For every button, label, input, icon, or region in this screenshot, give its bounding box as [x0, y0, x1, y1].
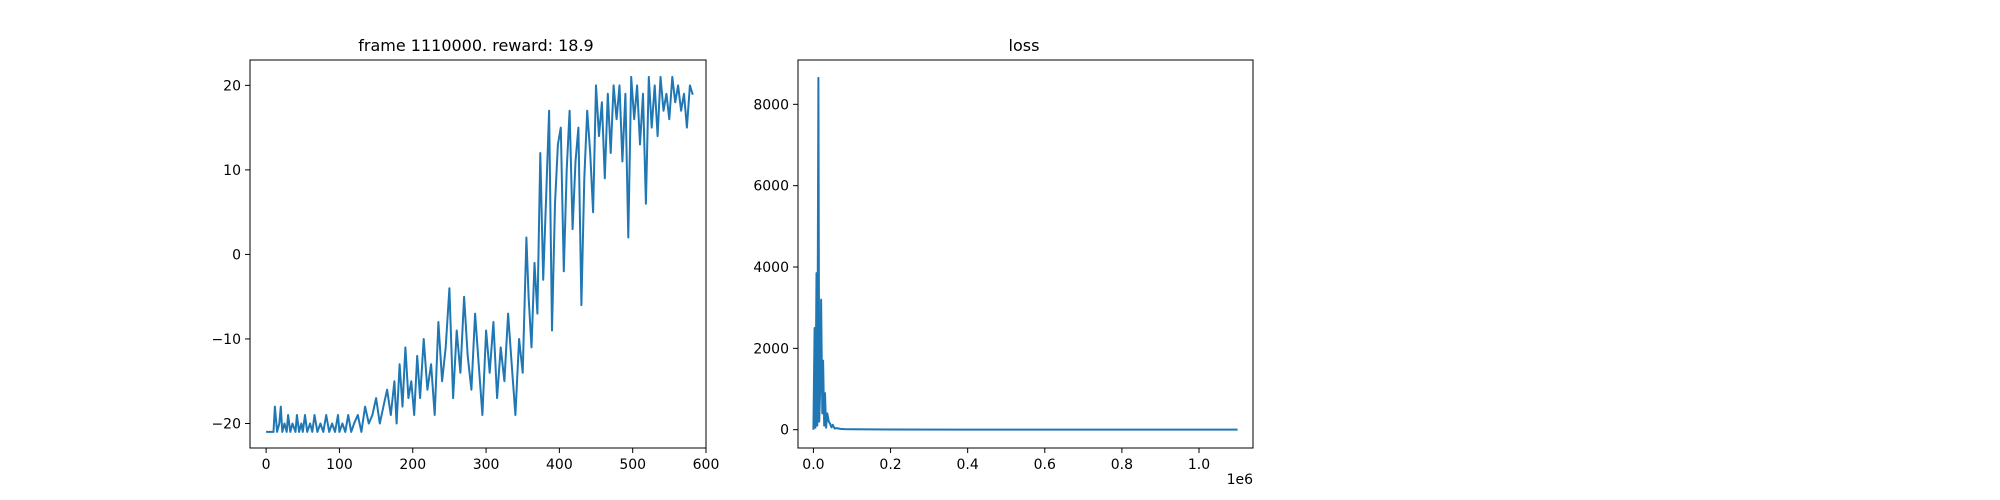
x-tick-label: 600 [693, 457, 720, 473]
x-tick-label: 0.6 [1034, 457, 1056, 473]
x-tick-label: 100 [326, 457, 353, 473]
y-tick-label: −20 [211, 416, 241, 432]
plot-area [249, 59, 707, 449]
x-tick-label: 0 [262, 457, 271, 473]
y-tick-label: 10 [223, 163, 241, 179]
y-tick-label: 20 [223, 78, 241, 94]
y-tick-label: 2000 [753, 341, 789, 357]
loss-chart: loss 0.0 0.2 0.4 0.6 0.8 1.0 0 2000 4000 6000 800… [753, 36, 1254, 488]
y-tick-label: 6000 [753, 179, 789, 195]
loss-line [812, 76, 1238, 431]
reward-chart: frame 1110000. reward: 18.9 0 100 200 300 40… [211, 36, 719, 473]
chart-title: frame 1110000. reward: 18.9 [358, 36, 593, 55]
x-offset-label: 1e6 [1227, 472, 1254, 488]
y-tick-label: 8000 [753, 97, 789, 113]
x-tick-label: 500 [619, 457, 646, 473]
x-tick-label: 0.2 [879, 457, 901, 473]
x-tick-label: 300 [473, 457, 500, 473]
x-tick-label: 1.0 [1188, 457, 1210, 473]
plot-area [797, 59, 1254, 449]
x-tick-label: 0.8 [1111, 457, 1133, 473]
x-tick-label: 400 [546, 457, 573, 473]
reward-line [266, 75, 694, 433]
x-tick-label: 0.4 [957, 457, 979, 473]
chart-title: loss [1009, 36, 1040, 55]
y-tick-label: 0 [780, 423, 789, 439]
y-tick-label: −10 [211, 332, 241, 348]
x-tick-label: 0.0 [802, 457, 824, 473]
x-tick-label: 200 [399, 457, 426, 473]
y-tick-label: 4000 [753, 260, 789, 276]
y-tick-label: 0 [232, 247, 241, 263]
